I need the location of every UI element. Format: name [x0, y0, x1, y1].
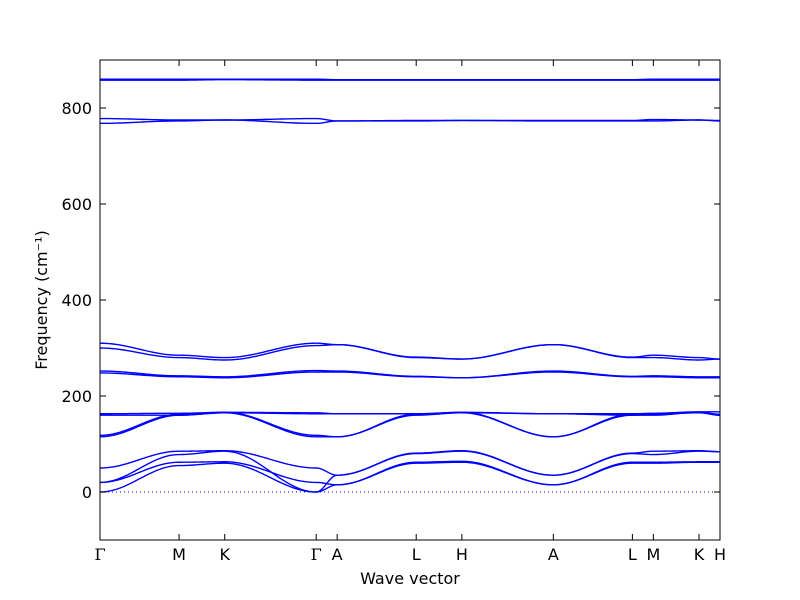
y-ticks: 0 200 400 600 800	[61, 99, 720, 502]
band-line-10	[99, 369, 720, 379]
x-tick-label: H	[456, 545, 468, 564]
x-tick-label: M	[646, 545, 660, 564]
band-line-11	[99, 343, 720, 361]
y-tick-label: 400	[61, 291, 92, 310]
x-tick-label: H	[714, 545, 726, 564]
plot-frame	[99, 59, 721, 541]
band-line-2	[99, 460, 720, 486]
x-tick-label: A	[332, 545, 343, 564]
x-tick-label: Γ	[311, 545, 322, 564]
band-line-4	[99, 450, 720, 476]
x-tick-label: L	[628, 545, 637, 564]
band-line-5	[99, 412, 721, 438]
y-tick-label: 600	[61, 195, 92, 214]
y-tick-label: 200	[61, 387, 92, 406]
y-tick-label: 800	[61, 99, 92, 118]
band-line-12	[99, 342, 721, 360]
band-line-1	[99, 461, 720, 493]
x-tick-label: A	[548, 545, 559, 564]
x-tick-label: M	[172, 545, 186, 564]
band-line-14	[99, 117, 720, 122]
bands-layer	[99, 78, 721, 493]
x-tick-label: K	[694, 545, 705, 564]
y-axis-label: Frequency (cm⁻¹)	[32, 230, 51, 369]
x-tick-label: Γ	[94, 545, 105, 564]
band-line-8	[100, 411, 720, 415]
band-line-3	[99, 450, 720, 493]
x-tick-label: L	[412, 545, 421, 564]
y-tick-label: 0	[82, 483, 92, 502]
x-axis-label: Wave vector	[360, 569, 460, 588]
x-tick-label: K	[219, 545, 230, 564]
